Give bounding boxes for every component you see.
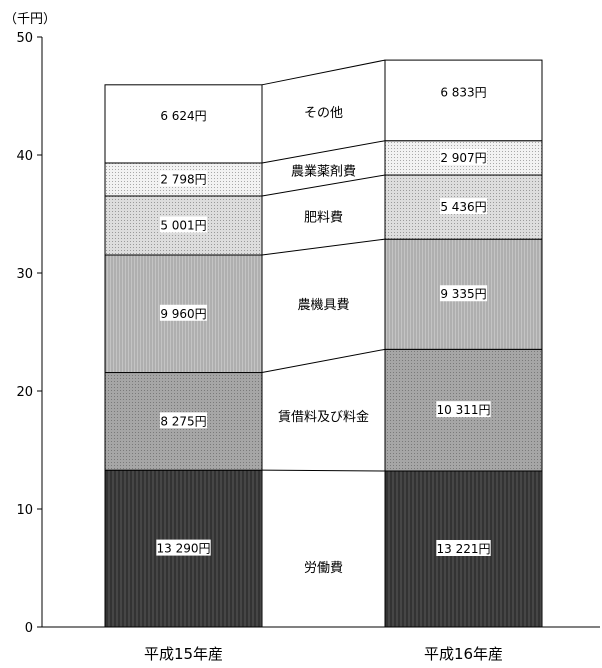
data-label: 8 275円 <box>160 414 206 428</box>
series-label: その他 <box>304 106 343 121</box>
data-label-bg <box>439 198 488 215</box>
data-label-bg <box>159 216 208 233</box>
series-label: 労働費 <box>304 561 343 576</box>
bars: 13 290円 13 221円 8 275円 10 311円 9 960円 9 335円 5… <box>104 59 543 628</box>
y-tick-label: 40 <box>16 149 33 164</box>
y-tick-label: 10 <box>16 503 33 518</box>
connector-line <box>261 238 386 256</box>
connector-line <box>261 140 386 164</box>
data-label-bg <box>439 83 488 100</box>
data-label: 5 001円 <box>160 218 206 232</box>
x-tick-label: 平成16年産 <box>424 645 503 663</box>
y-unit-label: （千円） <box>4 12 56 27</box>
data-label-bg <box>159 304 208 321</box>
connector-line <box>261 174 386 197</box>
data-label: 13 221円 <box>437 542 491 556</box>
series-label: 賃借料及び料金 <box>278 409 369 425</box>
bar-segment <box>384 59 543 142</box>
data-label: 9 960円 <box>160 307 206 321</box>
data-label-bg <box>159 412 208 429</box>
data-label: 2 907円 <box>440 151 486 165</box>
bar-segment <box>104 84 263 164</box>
y-tick-label: 0 <box>25 621 33 636</box>
connector-line <box>261 469 386 472</box>
category-labels: 平成15年産 平成16年産 <box>144 645 503 663</box>
y-ticks: 0 10 20 30 40 50 <box>16 31 42 636</box>
series-label: 農機具費 <box>297 298 349 313</box>
y-tick-label: 50 <box>16 31 33 46</box>
data-label-bg <box>436 539 491 556</box>
data-label: 6 833円 <box>440 85 486 99</box>
series-label: 肥料費 <box>304 210 343 225</box>
connector-line <box>261 59 386 86</box>
connector-line <box>261 348 386 374</box>
data-label-bg <box>436 401 491 418</box>
data-label-bg <box>439 285 488 302</box>
data-label: 2 798円 <box>160 172 206 186</box>
y-tick-label: 30 <box>16 267 33 282</box>
data-label: 10 311円 <box>437 403 491 417</box>
data-label-bg <box>159 170 208 187</box>
x-tick-label: 平成15年産 <box>144 645 223 663</box>
data-label-bg <box>156 539 211 556</box>
data-label: 5 436円 <box>440 200 486 214</box>
data-label: 9 335円 <box>440 287 486 301</box>
y-tick-label: 20 <box>16 385 33 400</box>
data-label-bg <box>439 148 488 165</box>
segment-connectors <box>261 59 386 472</box>
data-label-bg <box>159 106 208 123</box>
series-label: 農業薬剤費 <box>291 164 356 180</box>
data-label: 13 290円 <box>157 542 211 556</box>
data-label: 6 624円 <box>160 109 206 123</box>
